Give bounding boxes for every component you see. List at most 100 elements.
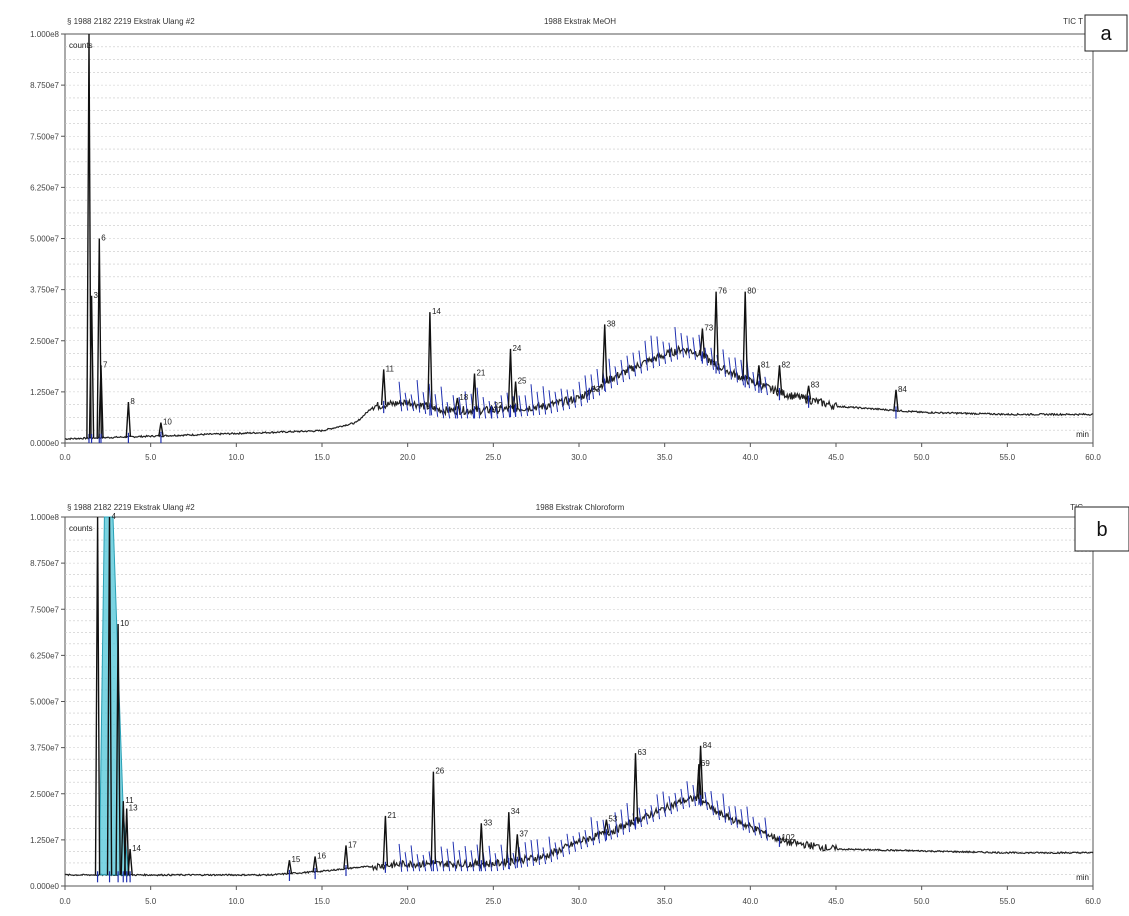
y-tick-label: 1.000e8 bbox=[30, 513, 59, 522]
x-tick-label: 40.0 bbox=[743, 897, 759, 906]
chromatogram-peak bbox=[507, 348, 514, 409]
chromatogram-peak bbox=[127, 849, 133, 875]
peak-label: 26 bbox=[435, 767, 444, 776]
integration-mark bbox=[668, 342, 673, 362]
peak-label: 84 bbox=[703, 741, 712, 750]
integration-mark bbox=[500, 844, 505, 871]
x-tick-label: 15.0 bbox=[314, 897, 330, 906]
chromatogram-peak bbox=[120, 801, 126, 875]
integration-mark bbox=[692, 784, 697, 807]
chromatogram-peak bbox=[312, 856, 318, 872]
chromatogram-peak bbox=[94, 516, 101, 875]
y-tick-label: 3.750e7 bbox=[30, 744, 59, 753]
peak-label: 33 bbox=[591, 385, 600, 394]
peak-label: 73 bbox=[704, 323, 713, 332]
header-left: § 1988 2182 2219 Ekstrak Ulang #2 bbox=[67, 503, 195, 512]
integration-mark bbox=[740, 809, 744, 831]
x-tick-label: 5.0 bbox=[145, 897, 157, 906]
chromatogram-peak bbox=[805, 385, 812, 400]
integration-mark bbox=[620, 809, 625, 835]
integration-mark bbox=[398, 843, 403, 872]
y-tick-label: 5.000e7 bbox=[30, 698, 59, 707]
integration-mark bbox=[596, 368, 601, 396]
chromatogram-peak bbox=[430, 771, 437, 864]
integration-mark bbox=[644, 808, 649, 825]
chromatogram-peak bbox=[115, 623, 121, 875]
x-unit-label: min bbox=[1076, 430, 1089, 439]
y-tick-label: 2.500e7 bbox=[30, 337, 59, 346]
integration-mark bbox=[416, 380, 421, 413]
panel-tag-box bbox=[1074, 506, 1129, 552]
integration-mark bbox=[578, 381, 583, 407]
x-tick-label: 55.0 bbox=[1000, 453, 1016, 462]
peak-label: 102 bbox=[781, 833, 795, 842]
chromatogram-panel-b: § 1988 2182 2219 Ekstrak Ulang #2 1988 Ek… bbox=[30, 503, 1129, 906]
integration-mark bbox=[752, 816, 756, 836]
integration-mark bbox=[740, 359, 744, 386]
peak-label: 33 bbox=[483, 818, 492, 827]
header-center: 1988 Ekstrak MeOH bbox=[544, 17, 616, 26]
chromatogram-peak bbox=[514, 834, 521, 861]
chromatogram-peak bbox=[380, 369, 387, 406]
chromatogram-peak bbox=[343, 845, 349, 869]
peak-label: 8 bbox=[130, 397, 135, 406]
y-tick-label: 8.750e7 bbox=[30, 559, 59, 568]
y-unit-label: counts bbox=[69, 524, 93, 533]
integration-mark bbox=[596, 820, 601, 844]
chromatogram-peak bbox=[471, 373, 478, 411]
chromatogram-peak bbox=[697, 745, 704, 799]
x-tick-label: 35.0 bbox=[657, 453, 673, 462]
integration-mark bbox=[734, 357, 738, 383]
chromatogram-peak bbox=[158, 422, 164, 437]
peak-label: 16 bbox=[317, 851, 326, 860]
integration-mark bbox=[404, 852, 409, 872]
chromatogram-peak bbox=[601, 324, 608, 383]
integration-mark bbox=[584, 375, 589, 403]
y-tick-label: 1.250e7 bbox=[30, 388, 59, 397]
peak-label: 38 bbox=[607, 319, 616, 328]
y-tick-label: 7.500e7 bbox=[30, 132, 59, 141]
integration-mark bbox=[608, 823, 613, 840]
y-tick-label: 0.000e0 bbox=[30, 439, 59, 448]
x-tick-label: 20.0 bbox=[400, 897, 416, 906]
header-left: § 1988 2182 2219 Ekstrak Ulang #2 bbox=[67, 17, 195, 26]
x-tick-label: 25.0 bbox=[486, 897, 502, 906]
chromatogram-peak bbox=[98, 365, 104, 438]
x-tick-label: 45.0 bbox=[828, 453, 844, 462]
integration-mark bbox=[560, 388, 565, 411]
peak-label: 34 bbox=[511, 807, 520, 816]
x-tick-label: 60.0 bbox=[1085, 897, 1101, 906]
y-tick-label: 3.750e7 bbox=[30, 286, 59, 295]
peak-label: 81 bbox=[761, 360, 770, 369]
chromatogram-peak bbox=[893, 389, 899, 411]
integration-mark bbox=[572, 389, 577, 408]
peak-label: 15 bbox=[291, 855, 300, 864]
chromatogram-peak bbox=[699, 328, 706, 356]
peak-label: 3 bbox=[94, 291, 99, 300]
panel-tag-label: b bbox=[1096, 519, 1107, 541]
integration-mark bbox=[452, 841, 457, 872]
integration-mark bbox=[590, 374, 595, 400]
integration-mark bbox=[758, 822, 762, 839]
chromatogram-peak bbox=[603, 819, 610, 834]
panel-tag-box bbox=[1084, 14, 1128, 52]
integration-mark bbox=[716, 800, 720, 821]
x-tick-label: 15.0 bbox=[314, 453, 330, 462]
peak-label: 10 bbox=[163, 418, 172, 427]
integration-mark bbox=[536, 839, 541, 866]
peak-label: 10 bbox=[120, 619, 129, 628]
chromatogram-peak bbox=[696, 764, 702, 798]
integration-mark bbox=[686, 335, 691, 359]
x-tick-label: 25.0 bbox=[486, 453, 502, 462]
integration-mark bbox=[548, 390, 553, 414]
x-tick-label: 30.0 bbox=[571, 897, 587, 906]
y-unit-label: counts bbox=[69, 41, 93, 50]
x-tick-label: 20.0 bbox=[400, 453, 416, 462]
y-tick-label: 1.000e8 bbox=[30, 30, 59, 39]
integration-mark bbox=[530, 840, 535, 866]
integration-mark bbox=[440, 386, 445, 419]
integration-mark bbox=[446, 401, 451, 419]
integration-mark bbox=[542, 386, 547, 415]
x-tick-label: 35.0 bbox=[657, 897, 673, 906]
peak-label: 24 bbox=[512, 344, 521, 353]
